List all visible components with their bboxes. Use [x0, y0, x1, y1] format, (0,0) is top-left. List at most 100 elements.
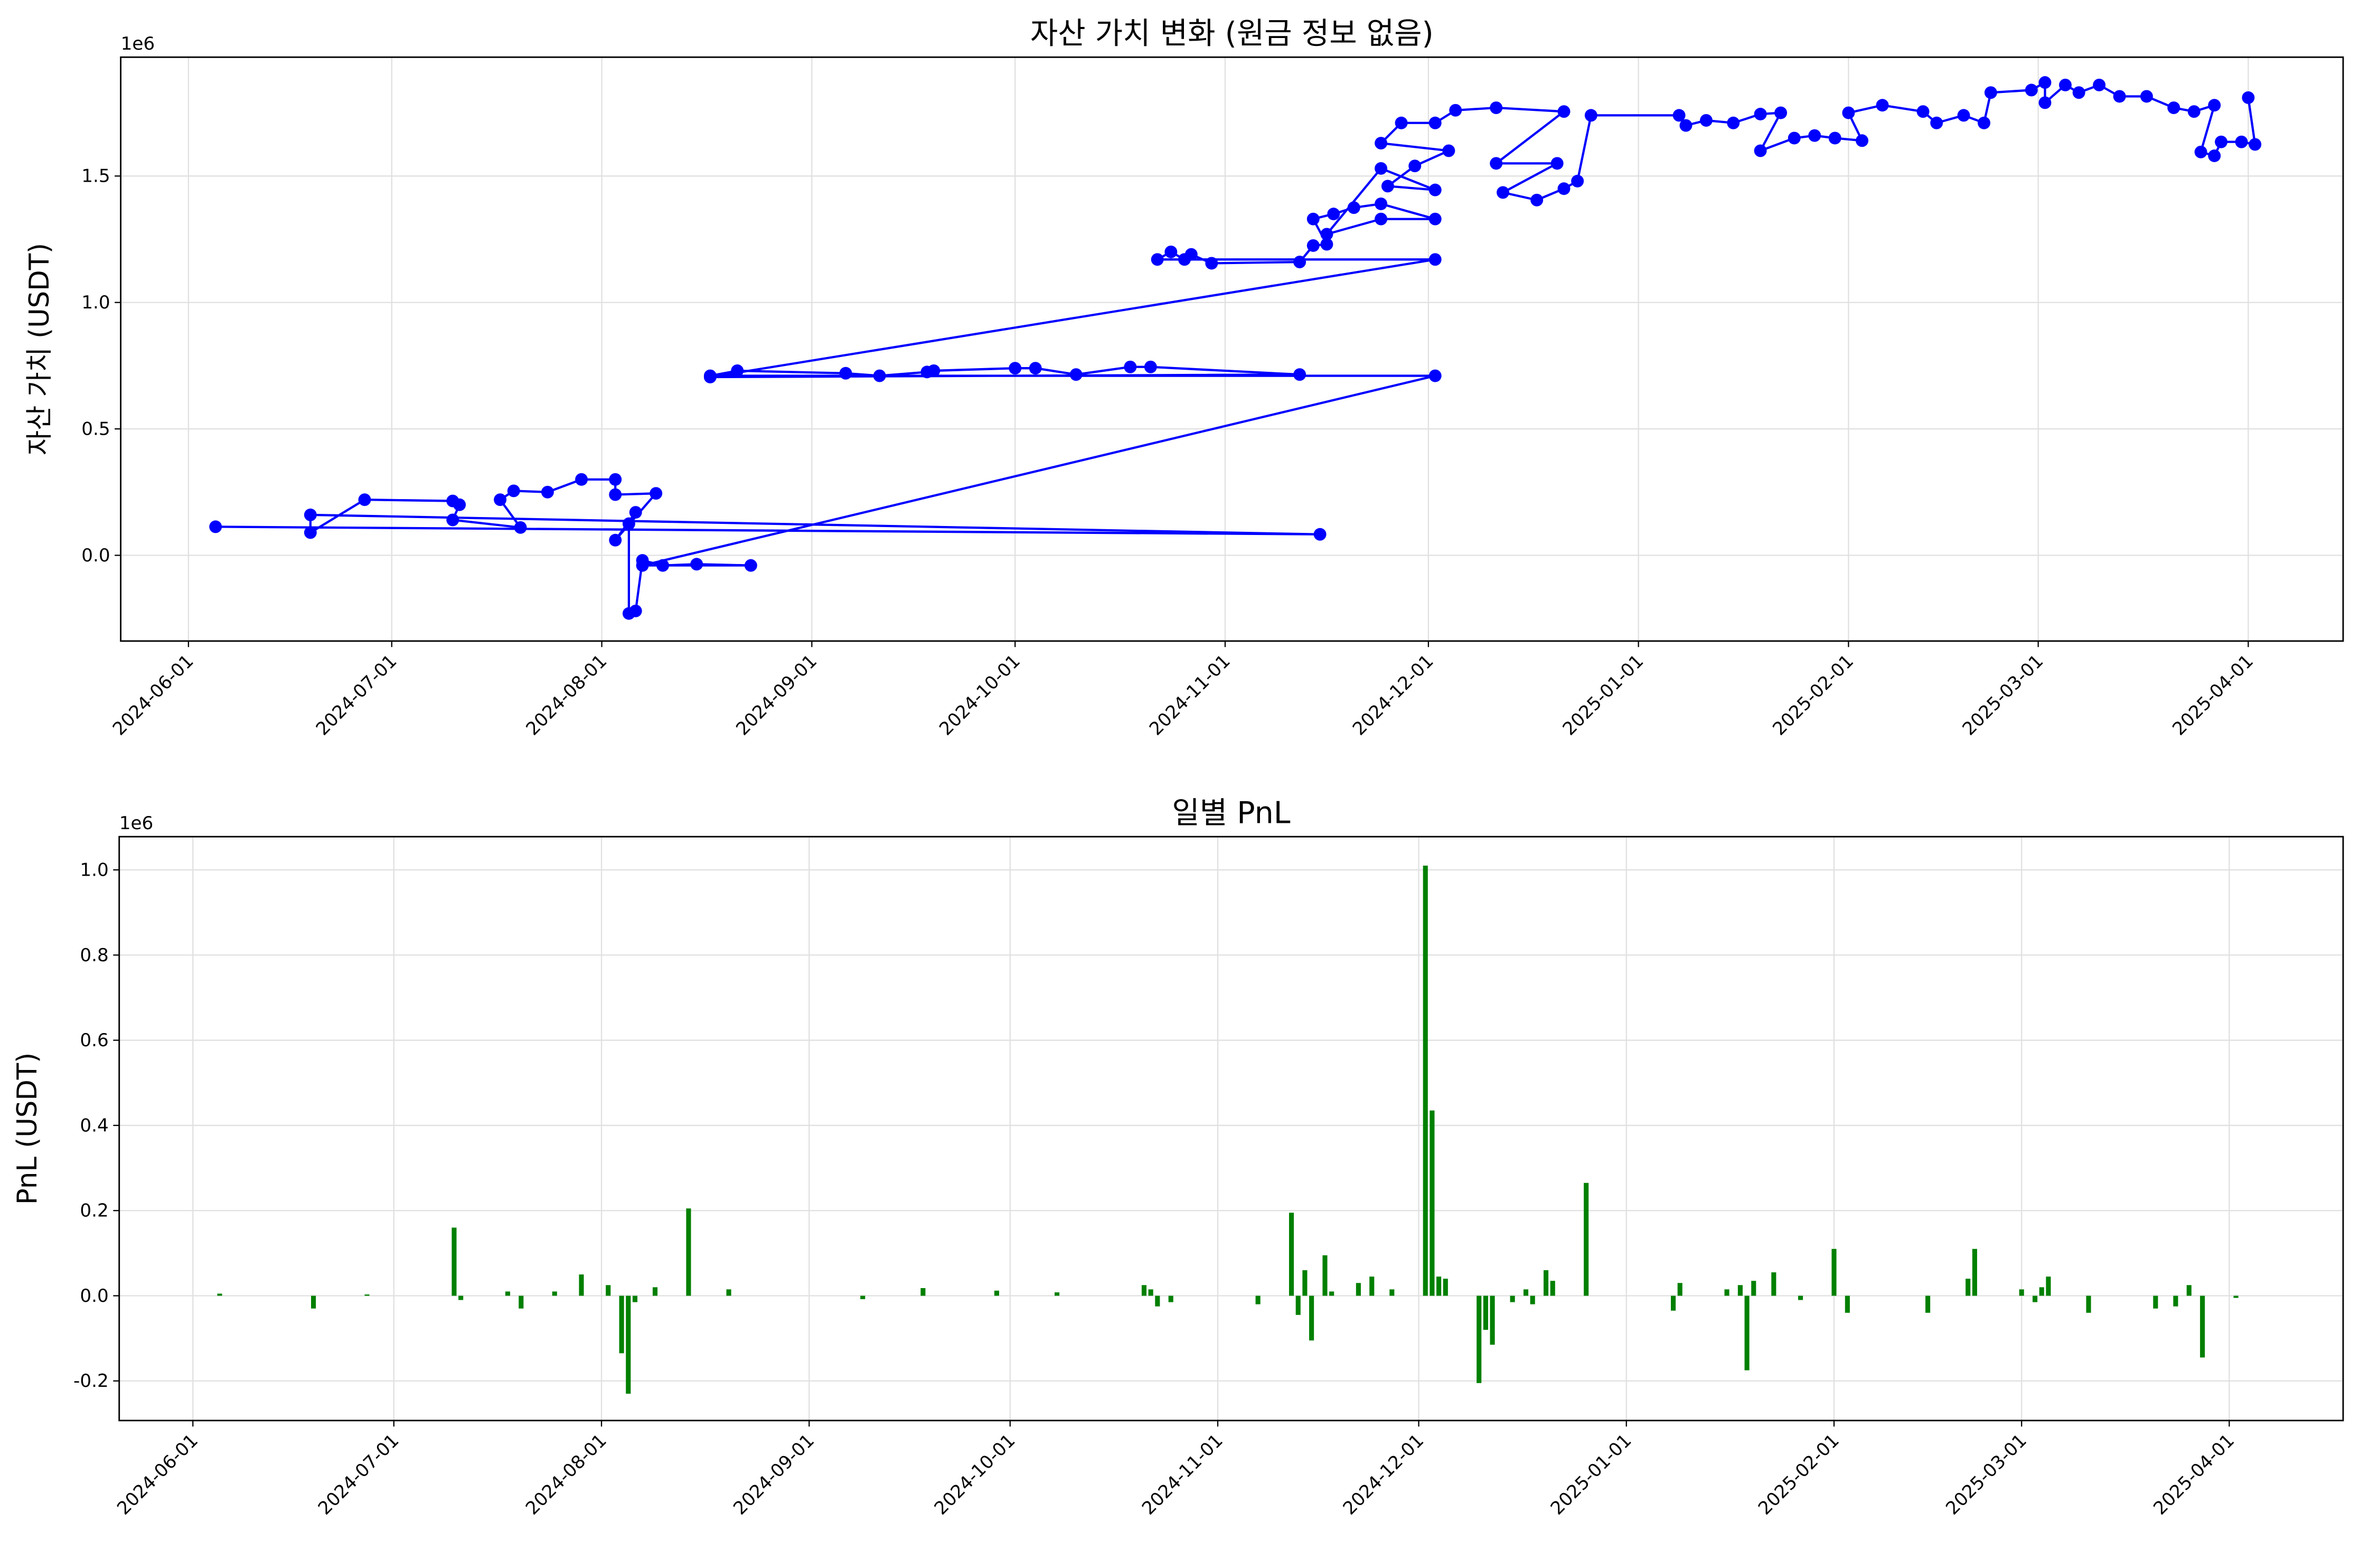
bar	[726, 1289, 731, 1296]
bar	[626, 1295, 631, 1394]
data-point	[2249, 138, 2262, 151]
data-point	[304, 526, 317, 539]
y-offset-label: 1e6	[119, 813, 154, 834]
bar	[1798, 1295, 1803, 1300]
bar	[2046, 1276, 2051, 1296]
subplot: 2024-06-01 2024-07-01 2024-08-01 2024-09-01…	[24, 16, 2344, 740]
data-point	[1375, 137, 1388, 150]
bar	[1530, 1295, 1535, 1304]
data-point	[690, 558, 703, 571]
bar	[1148, 1289, 1153, 1296]
data-point	[2113, 90, 2126, 103]
data-point	[1497, 186, 1509, 199]
data-point	[703, 370, 717, 383]
x-tick-label: 2024-10-01	[935, 651, 1024, 740]
data-point	[622, 517, 635, 530]
x-tick-label: 2024-12-01	[1349, 651, 1438, 740]
data-point	[1428, 253, 1442, 266]
bar	[217, 1293, 222, 1296]
bar	[1389, 1289, 1395, 1296]
bar	[1329, 1291, 1334, 1296]
data-point	[1327, 208, 1340, 221]
data-point	[1754, 144, 1767, 157]
x-tick-label: 2024-11-01	[1145, 651, 1235, 740]
bar	[994, 1290, 999, 1296]
x-tick-label: 2024-11-01	[1138, 1430, 1227, 1519]
bar	[1737, 1285, 1743, 1296]
bar	[1322, 1255, 1328, 1296]
bar	[311, 1295, 316, 1309]
y-tick-label: 0.8	[80, 945, 108, 966]
data-point	[575, 473, 588, 486]
data-point	[1557, 105, 1571, 118]
data-point	[2025, 83, 2038, 97]
y-tick-label: 1.5	[81, 166, 110, 187]
data-point	[744, 559, 757, 572]
bar	[364, 1294, 370, 1296]
data-point	[609, 533, 622, 547]
data-point	[1306, 239, 1320, 252]
y-tick-label: 0.6	[80, 1030, 108, 1051]
data-point	[1984, 86, 1997, 99]
data-point	[1876, 99, 1889, 112]
data-point	[1557, 182, 1571, 195]
x-tick-label: 2024-06-01	[113, 1430, 202, 1519]
data-point	[1490, 157, 1503, 170]
bar	[1055, 1292, 1060, 1296]
x-tick-label: 2025-04-01	[2149, 1430, 2239, 1519]
data-point	[358, 493, 371, 506]
subplot: 2024-06-01 2024-07-01 2024-08-01 2024-09-01…	[12, 796, 2344, 1519]
bar	[1436, 1276, 1442, 1296]
data-point	[304, 508, 317, 521]
bar	[552, 1291, 557, 1296]
data-point	[2059, 78, 2072, 91]
bar	[1550, 1281, 1555, 1296]
bar	[652, 1287, 658, 1296]
x-tick-label: 2024-07-01	[314, 1430, 403, 1519]
bar	[1255, 1295, 1261, 1304]
x-tick-label: 2024-12-01	[1339, 1430, 1428, 1519]
data-point	[927, 364, 941, 377]
x-tick-label: 2024-09-01	[732, 651, 821, 740]
bar	[1671, 1295, 1676, 1311]
bar	[579, 1274, 584, 1296]
data-point	[1124, 360, 1137, 373]
y-tick-label: 0.0	[80, 1285, 108, 1307]
data-point	[1530, 193, 1544, 206]
bar	[1302, 1270, 1308, 1296]
data-point	[514, 521, 527, 534]
data-point	[541, 485, 554, 499]
data-point	[1293, 368, 1306, 381]
data-point	[1375, 198, 1388, 210]
x-tick-label: 2025-01-01	[1547, 1430, 1636, 1519]
bar	[1155, 1295, 1160, 1307]
data-point	[1856, 134, 1869, 147]
data-point	[2072, 86, 2085, 99]
data-point	[2167, 101, 2180, 115]
data-point	[1320, 238, 1333, 251]
data-point	[1699, 114, 1713, 127]
bar	[2032, 1295, 2038, 1302]
data-point	[1550, 157, 1564, 170]
data-point	[650, 487, 663, 500]
y-tick-label: 0.0	[81, 545, 110, 566]
x-tick-label: 2024-06-01	[109, 651, 198, 740]
axes-frame	[118, 835, 2344, 1422]
data-point	[2187, 105, 2201, 118]
y-tick-label: -0.2	[73, 1370, 109, 1392]
x-tick-label: 2024-07-01	[312, 651, 401, 740]
bar	[1309, 1295, 1314, 1341]
chart-title: 일별 PnL	[1172, 796, 1290, 831]
data-point	[1144, 360, 1157, 373]
data-point	[629, 604, 642, 617]
data-point	[1449, 104, 1462, 117]
data-point	[1957, 109, 1970, 122]
data-point	[1164, 245, 1178, 258]
data-point	[1428, 183, 1442, 196]
data-point	[1842, 106, 1855, 119]
bar	[1168, 1295, 1173, 1302]
data-point	[1442, 144, 1455, 157]
y-tick-label: 0.5	[81, 419, 110, 440]
bar	[860, 1295, 866, 1299]
data-point	[507, 484, 520, 497]
